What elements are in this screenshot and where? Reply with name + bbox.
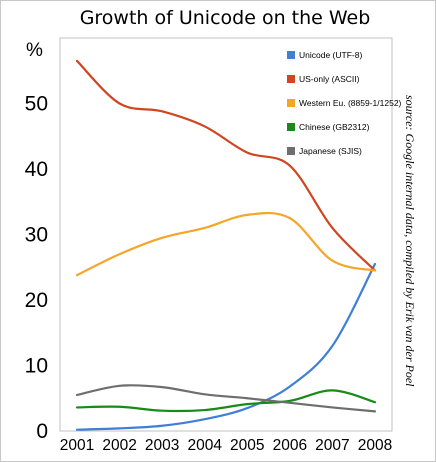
legend-label: Unicode (UTF-8)	[299, 50, 362, 60]
series-line-1	[75, 59, 377, 272]
x-tick-label: 2004	[187, 437, 222, 454]
y-tick-label: 50	[25, 93, 48, 116]
y-tick-label: 0	[36, 420, 48, 443]
legend-swatch	[287, 99, 295, 107]
x-axis-ticks: 2001 2002 2003 2004 2005 2006 2007 2008	[60, 437, 392, 454]
plot-area	[59, 37, 393, 432]
source-annotation: source: Google internal data, compiled b…	[403, 95, 417, 387]
x-tick-label: 2007	[315, 437, 349, 454]
x-tick-label: 2005	[230, 437, 264, 454]
series-line-2	[75, 211, 377, 277]
y-tick-label: 10	[25, 355, 48, 378]
legend-label: Japanese (SJIS)	[299, 146, 362, 156]
legend-swatch	[287, 147, 295, 155]
y-axis-unit-label: %	[26, 40, 43, 61]
legend-label: Western Eu. (8859-1/1252)	[299, 98, 402, 108]
plot-border	[59, 37, 393, 432]
y-tick-label: 20	[25, 289, 48, 312]
y-axis-ticks: 0 10 20 30 40 50	[25, 93, 48, 444]
y-tick-label: 30	[25, 224, 48, 247]
x-tick-label: 2006	[273, 437, 307, 454]
legend-swatch	[287, 51, 295, 59]
x-tick-label: 2001	[60, 437, 94, 454]
series-layer	[75, 59, 377, 431]
legend-swatch	[287, 75, 295, 83]
chart-title: Growth of Unicode on the Web	[80, 7, 371, 29]
legend-swatch	[287, 123, 295, 131]
series-line-4	[75, 384, 377, 413]
legend-label: US-only (ASCII)	[299, 74, 360, 84]
legend-label: Chinese (GB2312)	[299, 122, 370, 132]
legend: Unicode (UTF-8) US-only (ASCII) Western Eu…	[287, 50, 402, 156]
x-tick-label: 2002	[102, 437, 136, 454]
series-line-3	[75, 389, 377, 413]
series-line-0	[75, 262, 377, 431]
y-tick-label: 40	[25, 158, 48, 181]
x-tick-label: 2003	[145, 437, 179, 454]
x-tick-label: 2008	[358, 437, 392, 454]
